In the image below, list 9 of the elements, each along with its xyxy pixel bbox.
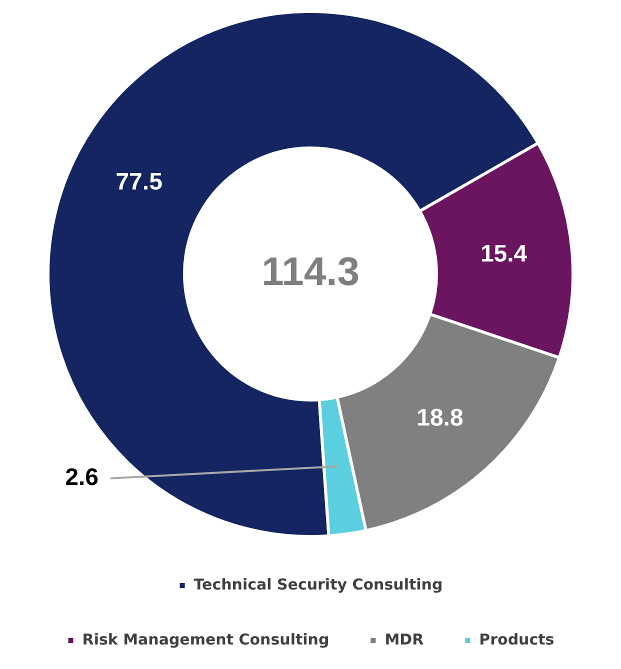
legend-label: Products — [479, 630, 554, 648]
data-label: 15.4 — [480, 240, 528, 268]
text: 114.3 — [262, 250, 360, 294]
legend-label: Risk Management Consulting — [82, 630, 330, 648]
data-label: 77.5 — [116, 168, 162, 196]
data-label: 18.8 — [416, 404, 464, 432]
legend-label: Technical Security Consulting — [194, 575, 443, 594]
data-label: 2.6 — [65, 464, 98, 491]
legend-label: MDR — [384, 630, 424, 648]
